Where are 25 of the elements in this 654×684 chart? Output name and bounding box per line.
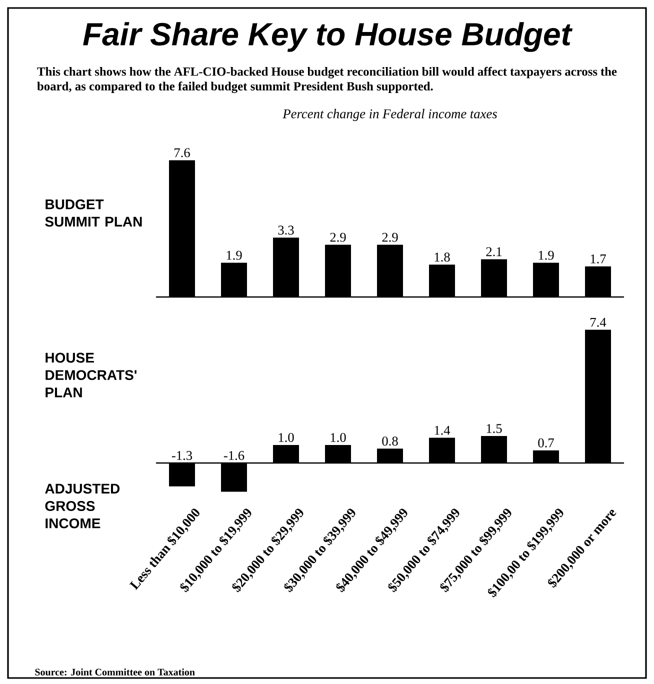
data-label: 1.9	[226, 250, 242, 260]
data-label: 2.1	[486, 247, 502, 256]
chart-subtitle: This chart shows how the AFL-CIO-backed House budget reconciliation bill would affect taxpayers across the board, as compared to the failed budget summit President Bush supported.	[37, 66, 617, 94]
source-note: Source: Joint Committee on Taxation	[35, 668, 195, 676]
data-label: 1.0	[330, 433, 346, 442]
data-label: 2.9	[382, 232, 398, 242]
data-label: 0.8	[382, 436, 398, 446]
data-label: 2.9	[330, 232, 346, 242]
data-label: 1.0	[278, 433, 294, 442]
data-label: 1.7	[590, 254, 606, 264]
data-label: -1.3	[172, 451, 192, 460]
data-label: 1.8	[434, 252, 450, 262]
data-label: 3.3	[278, 226, 294, 235]
text: Percent change in Federal income taxes	[282, 108, 497, 122]
data-label: 1.4	[434, 426, 450, 435]
data-label: 1.9	[538, 250, 554, 260]
x-axis-title: ADJUSTED GROSS INCOME	[45, 484, 120, 528]
y-axis-title: BUDGET SUMMIT PLAN	[45, 199, 142, 227]
data-label: 7.6	[174, 148, 190, 158]
data-label: 0.7	[538, 438, 554, 448]
data-label: 1.5	[486, 424, 502, 434]
data-label: -1.6	[224, 451, 244, 460]
data-label: 7.4	[590, 318, 606, 327]
chart-title: Fair Share Key to House Budget	[83, 22, 573, 52]
y-axis-title: HOUSE DEMOCRATS' PLAN	[46, 352, 136, 398]
